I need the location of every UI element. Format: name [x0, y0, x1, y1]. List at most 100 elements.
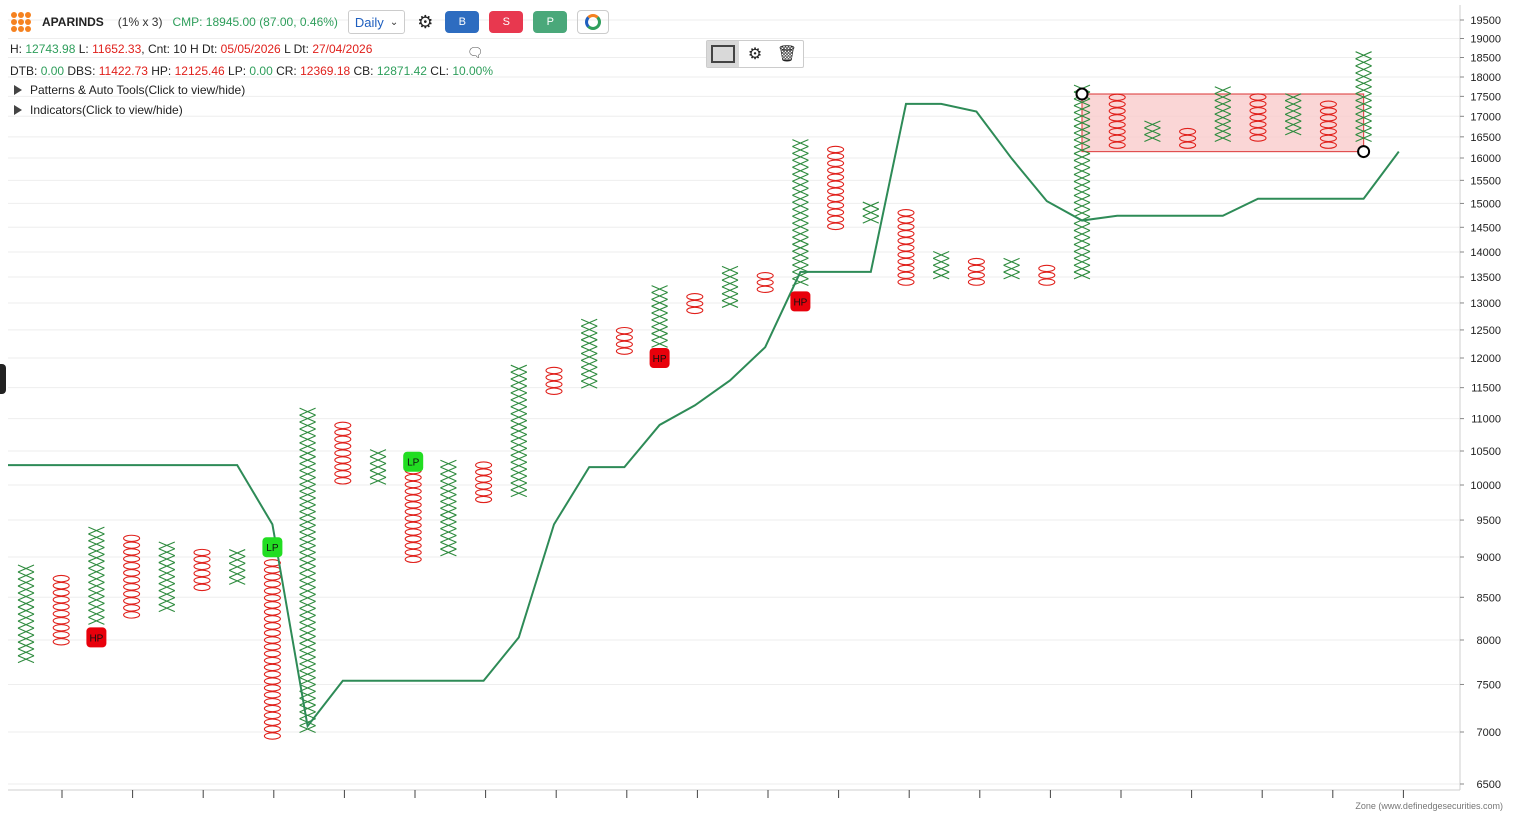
o-box [52, 623, 70, 632]
lp-marker [262, 537, 283, 558]
o-box [475, 482, 493, 490]
x-box [651, 333, 668, 341]
x-column [510, 364, 528, 498]
cnt-label: , Cnt: 10 H Dt: [141, 42, 218, 56]
o-box [897, 216, 915, 224]
comment-icon[interactable]: 🗨 [467, 45, 484, 60]
x-box [1284, 106, 1302, 115]
rectangle-tool-button[interactable] [707, 41, 739, 67]
indicators-toggle[interactable]: Indicators(Click to view/hide) [14, 103, 183, 117]
y-tick-label: 13000 [1470, 298, 1501, 310]
x-box [299, 442, 316, 451]
o-box [897, 251, 915, 259]
o-box [263, 615, 281, 623]
x-box [299, 704, 316, 713]
o-box [827, 145, 845, 154]
chevron-down-icon: ⌄ [389, 16, 399, 28]
buy-button[interactable]: B [445, 11, 480, 33]
x-box [792, 271, 809, 280]
y-tick-label: 16000 [1470, 153, 1501, 165]
dtb-value: 0.00 [40, 64, 65, 78]
o-box [827, 208, 845, 217]
x-column [932, 250, 950, 280]
o-box [52, 630, 70, 639]
x-box [510, 468, 528, 477]
o-box [1249, 107, 1267, 115]
y-tick-label: 7500 [1477, 679, 1501, 691]
x-box [440, 473, 457, 482]
y-tick-label: 17000 [1470, 111, 1501, 123]
o-box [897, 237, 915, 245]
p-button[interactable]: P [533, 11, 568, 33]
x-box [299, 656, 316, 665]
o-box [1249, 93, 1267, 101]
o-box [404, 535, 422, 543]
side-panel-handle[interactable] [0, 364, 6, 394]
y-tick-label: 18500 [1470, 52, 1501, 64]
l-date-label: L Dt: [284, 42, 309, 56]
y-tick-label: 15000 [1470, 198, 1501, 210]
x-box [1003, 257, 1020, 266]
x-box [1073, 98, 1091, 107]
period-select[interactable]: Daily ⌄ [347, 10, 406, 34]
o-box [827, 201, 845, 210]
sell-button[interactable]: S [489, 11, 524, 33]
drawing-settings-button[interactable]: ⚙ [739, 41, 771, 67]
x-box [88, 581, 105, 590]
o-box [475, 495, 493, 504]
x-box [580, 325, 598, 334]
y-tick-label: 14000 [1470, 247, 1501, 259]
o-box [263, 622, 281, 630]
x-box [369, 476, 387, 485]
o-box [334, 449, 352, 457]
x-box [792, 201, 809, 210]
delete-drawing-button[interactable]: 🗑 [771, 41, 803, 67]
y-tick-label: 10000 [1470, 480, 1501, 492]
o-box [263, 704, 281, 713]
refresh-ring-button[interactable] [577, 10, 610, 34]
x-box [792, 257, 809, 266]
x-box [299, 558, 316, 567]
x-box [299, 600, 316, 609]
x-box [17, 592, 35, 601]
x-box [158, 541, 176, 550]
x-box [88, 526, 105, 535]
o-box [123, 569, 141, 577]
settings-gear-icon[interactable]: ⚙ [417, 12, 434, 32]
o-box [1319, 121, 1337, 129]
y-tick-label: 12500 [1470, 325, 1501, 337]
o-box [404, 501, 422, 509]
x-box [1214, 106, 1232, 115]
x-box [792, 139, 809, 148]
o-box [263, 580, 281, 588]
x-box [440, 548, 457, 557]
footer-credit: Zone (www.definedgesecurities.com) [1355, 801, 1503, 811]
x-box [299, 614, 316, 623]
info-line-1: H: 12743.98 L: 11652.33, Cnt: 10 H Dt: 0… [10, 42, 372, 56]
o-box [334, 421, 352, 430]
x-box [792, 208, 809, 217]
cb-value: 12871.42 [376, 64, 427, 78]
y-tick-label: 6500 [1477, 779, 1501, 791]
o-box [263, 601, 281, 609]
x-box [1073, 187, 1091, 196]
x-box [1355, 106, 1372, 115]
y-tick-label: 17500 [1470, 91, 1501, 103]
x-box [792, 243, 809, 252]
o-box [615, 326, 633, 335]
x-column [721, 265, 739, 308]
x-column [580, 318, 598, 389]
lp-label: LP: [228, 64, 247, 78]
x-box [1003, 264, 1020, 273]
o-box [1319, 134, 1337, 143]
x-box [580, 332, 598, 341]
patterns-toggle[interactable]: Patterns & Auto Tools(Click to view/hide… [14, 83, 245, 97]
x-box [299, 635, 316, 644]
y-tick-label: 9000 [1477, 552, 1501, 564]
x-box [651, 319, 668, 328]
y-tick-label: 7000 [1477, 727, 1501, 739]
x-box [299, 421, 316, 430]
x-box [299, 524, 316, 533]
trend-line [8, 102, 1400, 729]
